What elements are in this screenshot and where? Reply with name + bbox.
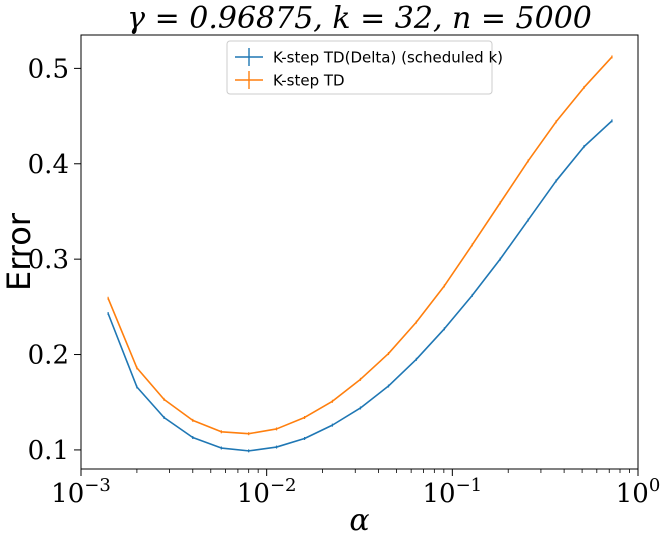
y-axis-label: Error <box>0 212 38 291</box>
chart-title: γ = 0.96875, k = 32, n = 5000 <box>127 1 592 36</box>
y-tick-label: 0.4 <box>28 150 69 180</box>
legend-box <box>226 40 493 95</box>
plot-area <box>81 35 638 469</box>
x-tick-label: 10−2 <box>237 475 297 509</box>
axes-frame <box>80 34 639 470</box>
x-axis-label: α <box>349 503 369 538</box>
legend-label: K-step TD(Delta) (scheduled k) <box>273 49 503 67</box>
y-tick-label: 0.2 <box>28 341 69 371</box>
x-tick-label: 10−3 <box>51 475 111 509</box>
series-group <box>107 55 613 453</box>
x-tick-label: 100 <box>616 475 661 509</box>
legend: K-step TD(Delta) (scheduled k) K-step TD <box>226 40 503 95</box>
y-tick-label: 0.5 <box>28 54 69 84</box>
y-tick-label: 0.3 <box>28 245 69 275</box>
legend-label: K-step TD <box>273 72 345 90</box>
x-tick-label: 10−1 <box>423 475 483 509</box>
labels-group: γ = 0.96875, k = 32, n = 5000 α Error <box>0 1 592 538</box>
y-tick-label: 0.1 <box>28 436 69 466</box>
axes-group <box>80 34 639 470</box>
ticks-group: 10−3 10−2 10−1 100 0.1 0.2 0.3 0.4 0.5 <box>28 54 661 509</box>
plot-background <box>81 35 638 469</box>
